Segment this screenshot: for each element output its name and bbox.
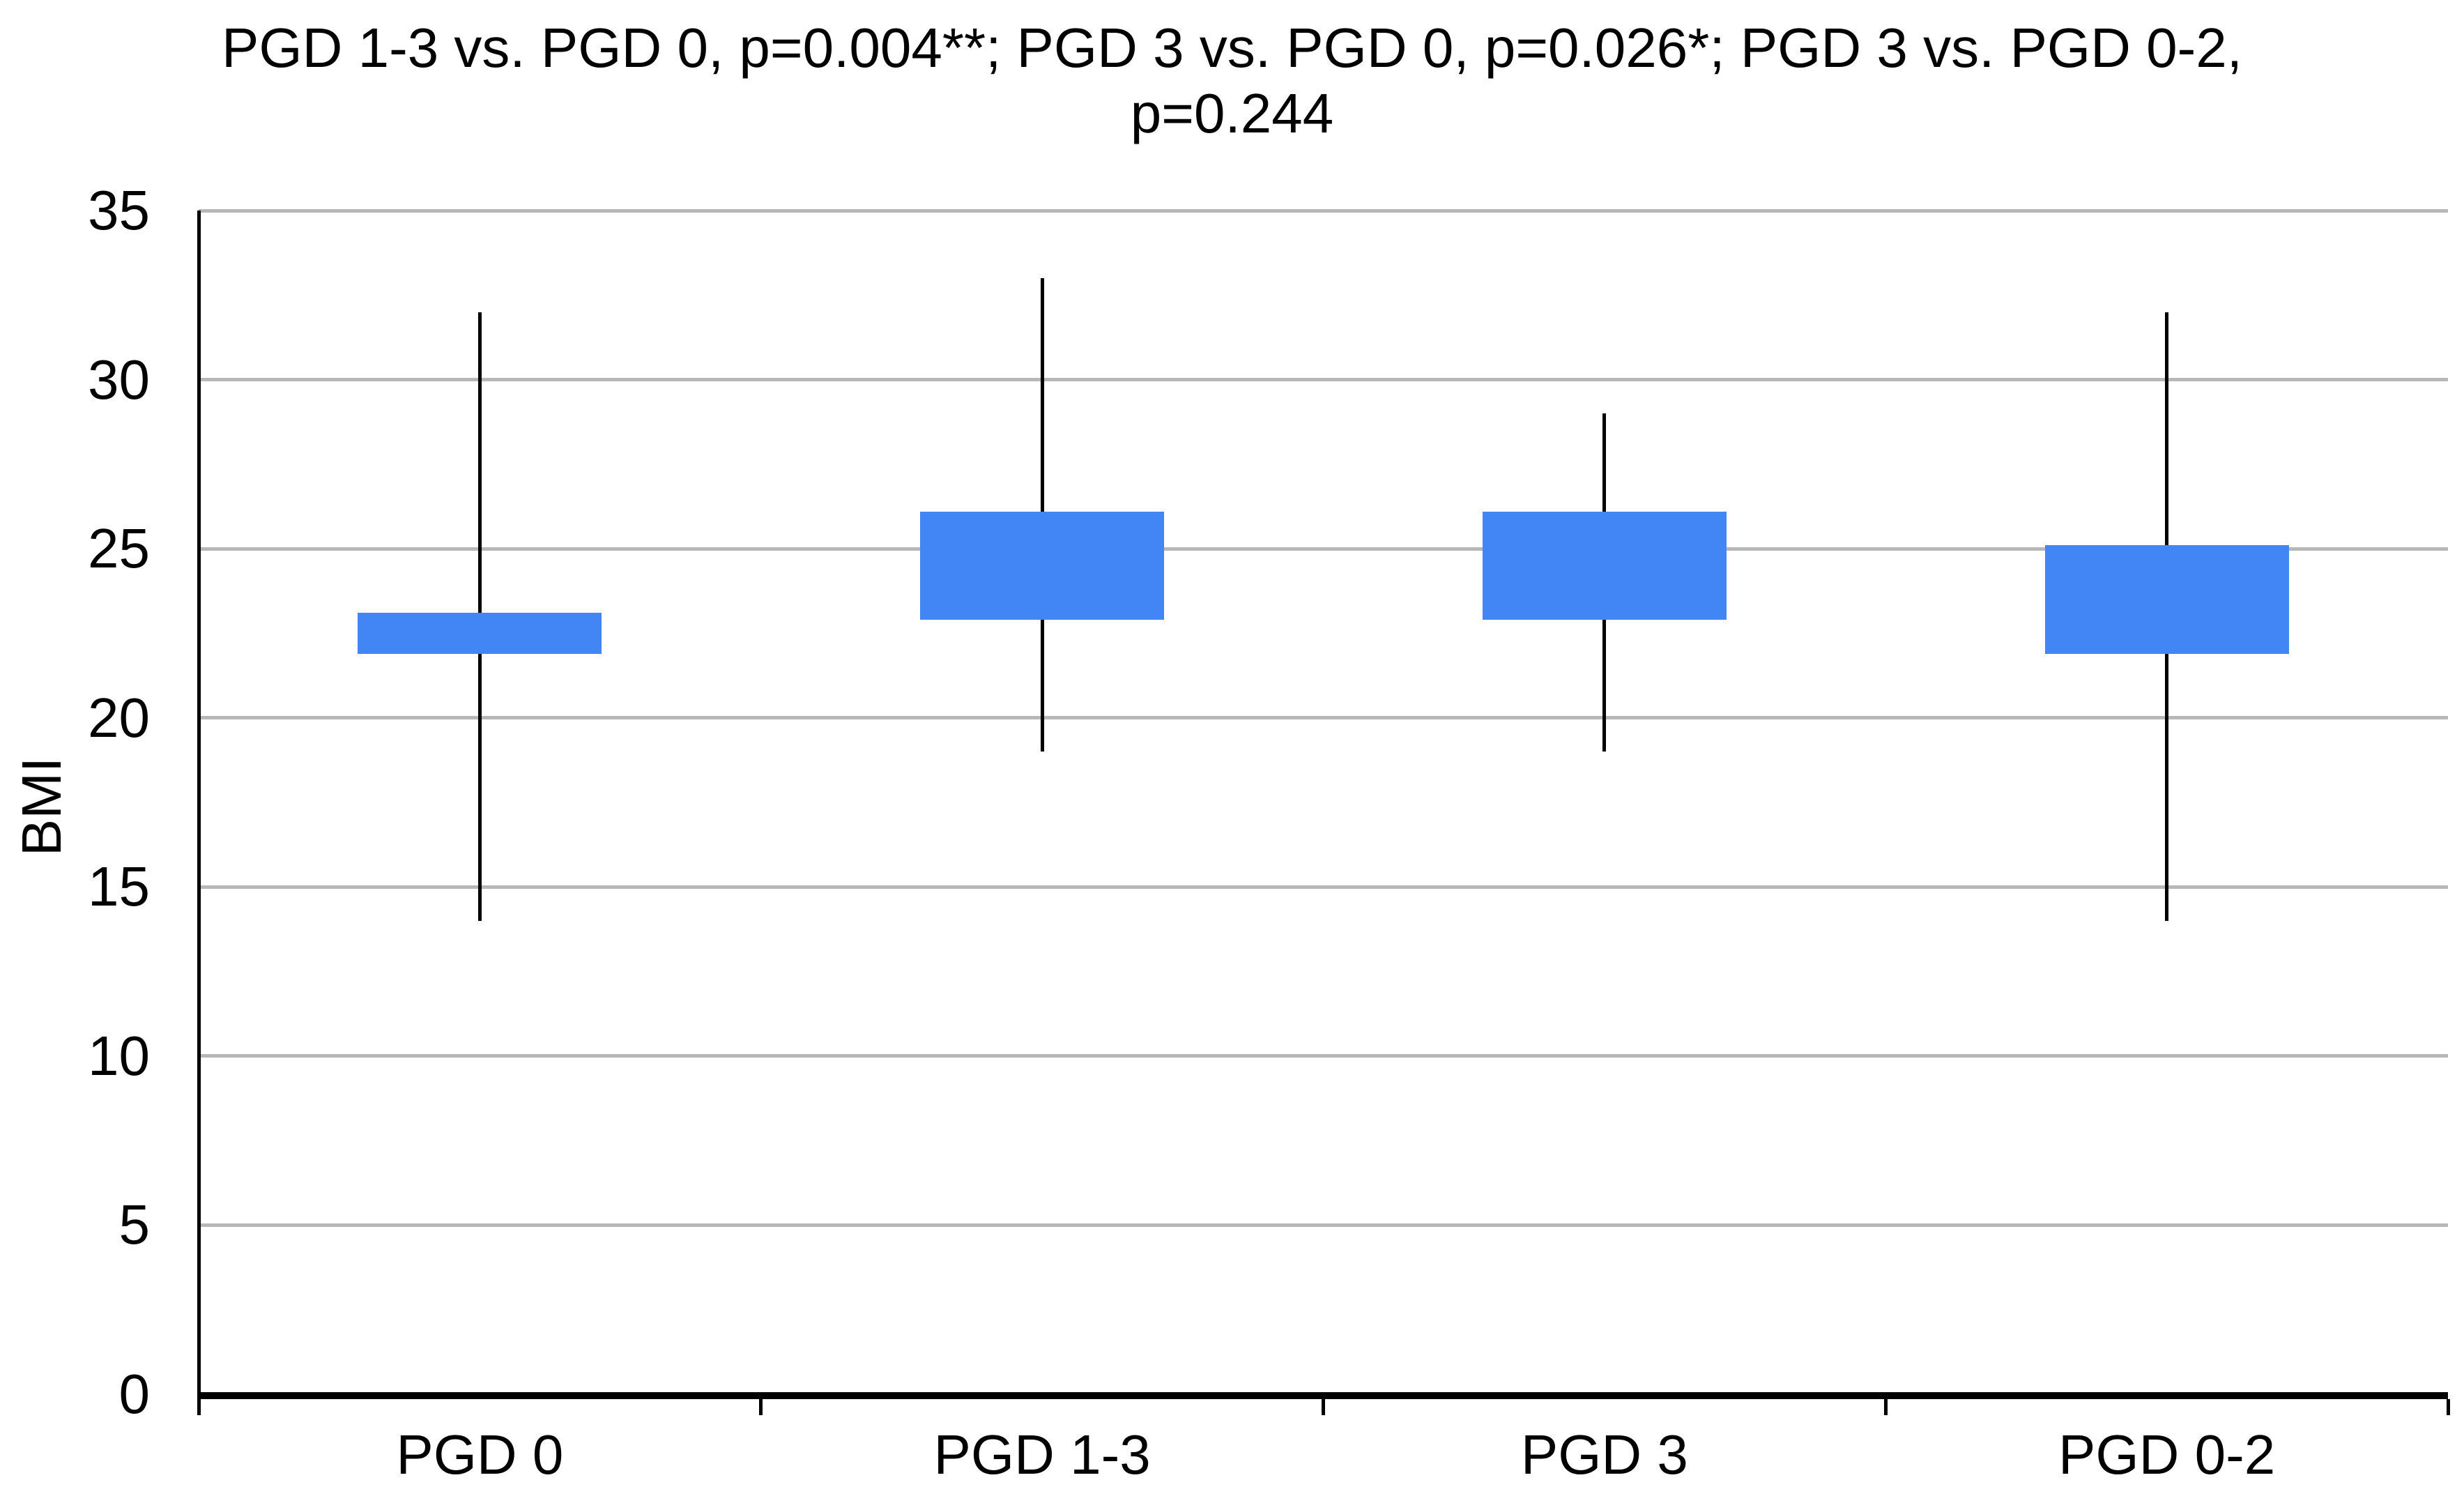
y-tick-label: 0 xyxy=(118,1363,151,1425)
gridline xyxy=(199,1223,2448,1227)
box xyxy=(2044,545,2289,654)
gridline xyxy=(199,885,2448,889)
gridline xyxy=(199,547,2448,551)
chart-title: PGD 1-3 vs. PGD 0, p=0.004**; PGD 3 vs. … xyxy=(0,15,2464,146)
x-tick-label: PGD 0 xyxy=(396,1424,564,1486)
gridline xyxy=(199,716,2448,720)
box xyxy=(358,613,602,654)
x-tick-label: PGD 3 xyxy=(1520,1424,1688,1486)
x-axis-tick xyxy=(197,1399,201,1415)
chart-title-line-2: p=0.244 xyxy=(1130,82,1334,144)
x-axis-tick xyxy=(759,1399,763,1415)
y-tick-label: 30 xyxy=(88,348,150,411)
y-tick-label: 20 xyxy=(88,686,150,749)
box xyxy=(920,511,1165,620)
gridline xyxy=(199,1054,2448,1058)
y-tick-label: 5 xyxy=(118,1193,151,1256)
gridline xyxy=(199,208,2448,213)
x-axis-line xyxy=(197,1392,2448,1399)
x-tick-label: PGD 0-2 xyxy=(2058,1424,2276,1486)
chart-title-line-1: PGD 1-3 vs. PGD 0, p=0.004**; PGD 3 vs. … xyxy=(221,17,2243,79)
x-axis-tick xyxy=(1322,1399,1325,1415)
y-tick-label: 35 xyxy=(88,179,150,241)
gridline xyxy=(199,378,2448,382)
x-tick-label: PGD 1-3 xyxy=(933,1424,1151,1486)
y-axis-line xyxy=(197,211,201,1415)
y-tick-label: 10 xyxy=(88,1024,150,1087)
y-tick-label: 15 xyxy=(88,855,150,918)
y-tick-label: 25 xyxy=(88,517,150,580)
x-axis-tick xyxy=(2446,1399,2450,1415)
box xyxy=(1482,511,1727,620)
x-axis-tick xyxy=(1883,1399,1888,1415)
